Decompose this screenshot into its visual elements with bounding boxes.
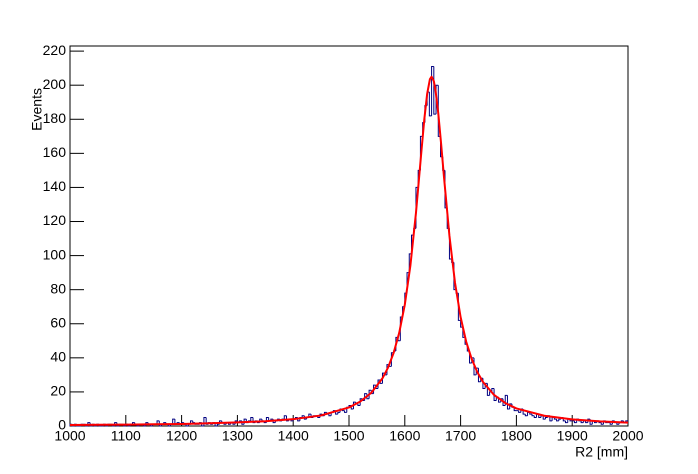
histogram-bin	[565, 420, 568, 424]
y-tick-label: 180	[43, 110, 67, 126]
histogram-bin	[328, 414, 332, 417]
histogram-bin	[431, 65, 434, 116]
histogram-bin	[609, 422, 613, 425]
x-tick-label: 2000	[612, 428, 643, 444]
histogram-bin	[518, 410, 521, 413]
histogram-bin	[524, 414, 528, 417]
histogram-bin	[558, 418, 562, 421]
histogram-bin	[156, 420, 160, 425]
histogram-bin	[600, 422, 604, 425]
histogram-bin	[491, 388, 495, 392]
histogram-bin	[533, 415, 537, 418]
fit-curve	[69, 75, 629, 426]
histogram-bin	[368, 389, 372, 399]
y-tick-label: 120	[43, 212, 67, 228]
histogram-bin	[337, 411, 341, 415]
x-tick-label: 1200	[166, 428, 197, 444]
x-tick-label: 1800	[501, 428, 532, 444]
y-tick-label: 60	[50, 314, 66, 330]
histogram-bin	[192, 420, 195, 424]
histogram-bin	[352, 401, 356, 409]
histogram-bin	[158, 420, 162, 427]
x-tick-label: 1400	[278, 428, 309, 444]
y-tick-label: 0	[58, 417, 66, 433]
x-tick-label: 1600	[389, 428, 420, 444]
histogram-bin	[89, 422, 93, 427]
histogram-bin	[611, 420, 615, 425]
y-tick-label: 200	[43, 76, 67, 92]
x-tick-label: 1000	[54, 428, 85, 444]
y-tick-label: 40	[50, 349, 66, 365]
y-tick-label: 80	[50, 280, 66, 296]
histogram-bin	[359, 398, 363, 406]
x-axis-label: R2 [mm]	[575, 444, 628, 460]
histogram-bin	[544, 416, 548, 420]
x-tick-label: 1300	[222, 428, 253, 444]
x-tick-label: 1900	[557, 428, 588, 444]
histogram-bin	[435, 84, 439, 115]
x-tick-label: 1100	[111, 428, 141, 444]
histogram-bin	[493, 388, 497, 401]
x-tick-label: 1500	[333, 428, 364, 444]
histogram-bin	[580, 420, 584, 424]
histogram-bin	[428, 92, 432, 117]
histogram-bin	[172, 418, 175, 425]
y-tick-label: 220	[43, 42, 67, 58]
histogram-bin	[344, 410, 347, 413]
histogram-bin	[357, 403, 361, 407]
histogram-bin	[283, 415, 287, 420]
y-tick-label: 100	[43, 246, 67, 262]
histogram-bin	[250, 416, 254, 421]
histogram-bin	[301, 415, 305, 418]
histogram-bin	[216, 423, 220, 426]
histogram-bin	[286, 415, 289, 422]
y-tick-label: 140	[43, 178, 67, 194]
x-tick-label: 1700	[445, 428, 476, 444]
plot-frame	[69, 45, 629, 427]
histogram-bin	[185, 424, 189, 427]
histogram-bin	[381, 372, 385, 384]
histogram-bin	[506, 395, 510, 410]
histogram-bin	[573, 420, 577, 424]
y-tick-label: 20	[50, 383, 66, 399]
y-axis-label: Events	[29, 88, 45, 131]
histogram-bin	[531, 414, 535, 417]
histogram-bin	[616, 422, 620, 425]
histogram-bin	[542, 415, 546, 420]
y-tick-label: 160	[43, 144, 67, 160]
histogram-bin	[585, 420, 588, 424]
histogram-bin	[556, 419, 559, 422]
histogram-bin	[509, 403, 512, 409]
